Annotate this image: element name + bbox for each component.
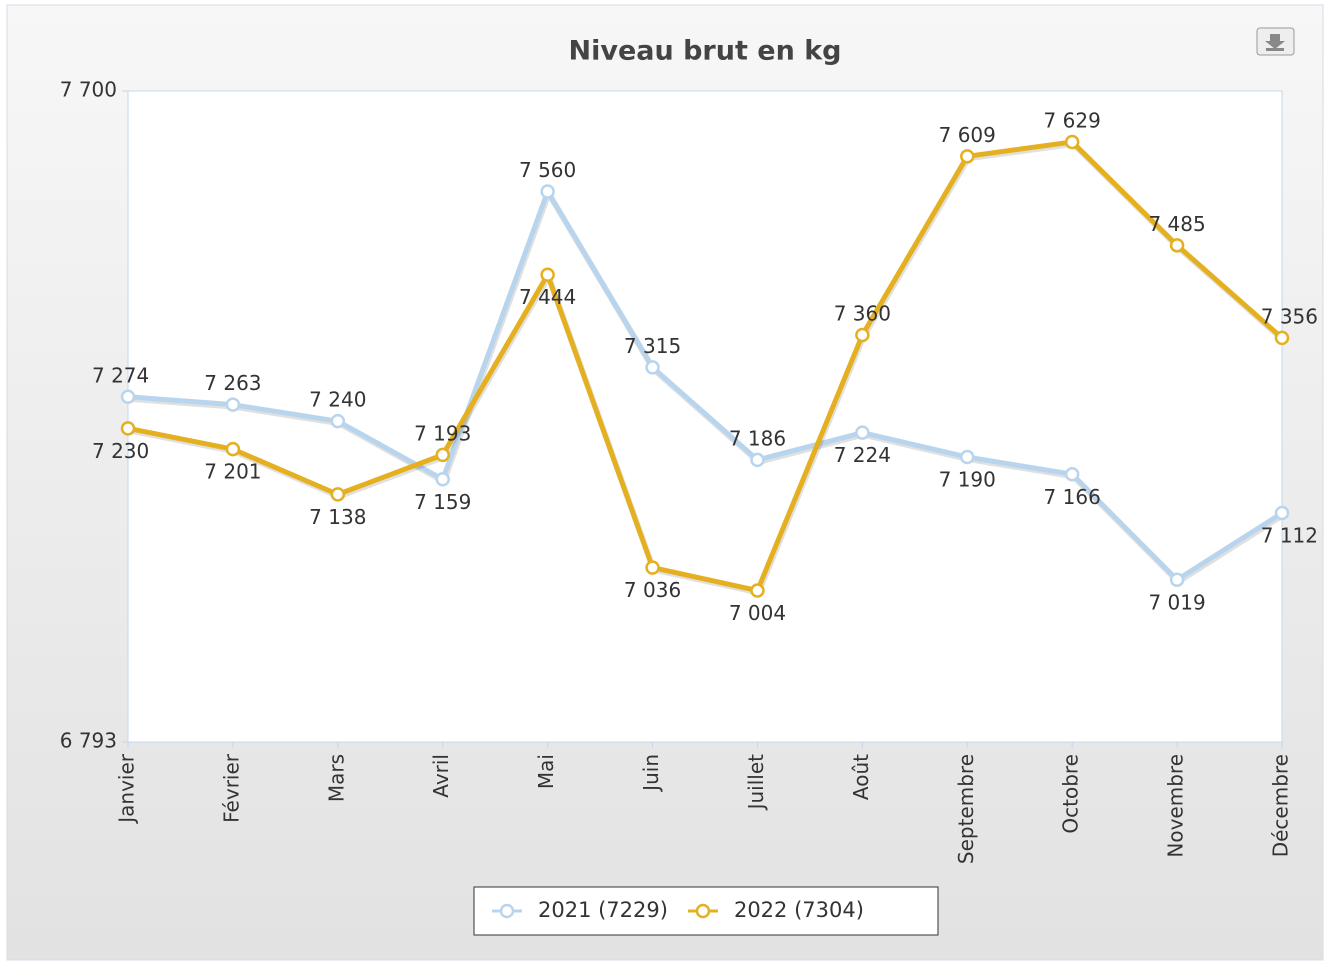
series-line: [127, 188, 1284, 583]
y-tick-label: 7 700: [60, 78, 117, 102]
data-label: 7 112: [1261, 524, 1318, 548]
data-label: 7 224: [834, 443, 891, 467]
data-label: 7 138: [309, 505, 366, 529]
point: [120, 389, 136, 405]
point: [855, 327, 870, 343]
data-label: 7 201: [204, 460, 261, 484]
legend-marker: [695, 903, 711, 919]
x-tick-label: Novembre: [1164, 754, 1188, 858]
x-tick-label: Février: [219, 753, 243, 823]
x-tick-label: Octobre: [1059, 754, 1083, 834]
point: [330, 413, 346, 429]
point: [1169, 572, 1185, 588]
data-label: 7 230: [92, 439, 149, 463]
point: [1064, 467, 1080, 482]
point: [750, 583, 765, 598]
x-tick-label: Avril: [429, 754, 453, 798]
x-tick-label: Juin: [639, 754, 663, 793]
point: [645, 360, 660, 375]
x-tick-label: Juillet: [744, 754, 768, 812]
legend-marker: [499, 903, 515, 919]
legend-label: 2022 (7304): [734, 898, 864, 922]
point: [540, 184, 555, 199]
data-label: 7 190: [939, 468, 996, 492]
series-line: [127, 139, 1284, 594]
data-label: 7 263: [204, 371, 261, 395]
point: [540, 267, 555, 282]
y-tick-label: 6 793: [60, 729, 117, 753]
data-label: 7 360: [834, 302, 891, 326]
point: [750, 452, 765, 468]
point: [120, 421, 136, 436]
point: [1274, 330, 1290, 346]
x-tick-label: Mai: [534, 754, 558, 789]
data-label: 7 159: [414, 490, 471, 514]
data-label: 7 274: [92, 363, 149, 387]
point: [960, 149, 975, 164]
point: [1274, 505, 1290, 521]
point: [435, 472, 450, 487]
data-label: 7 193: [414, 421, 471, 445]
chart-title: Niveau brut en kg: [569, 36, 842, 67]
x-tick-label: Septembre: [954, 754, 978, 864]
x-tick-label: Décembre: [1269, 754, 1293, 857]
data-label: 7 240: [309, 388, 366, 412]
data-label: 7 315: [624, 334, 681, 358]
x-tick-label: Janvier: [115, 753, 139, 825]
point: [225, 441, 241, 457]
data-label: 7 560: [519, 158, 576, 182]
point: [645, 560, 660, 575]
point: [435, 447, 450, 463]
data-label: 7 609: [939, 123, 996, 147]
data-label: 7 356: [1261, 304, 1318, 328]
data-label: 7 004: [729, 601, 786, 625]
x-tick-label: Août: [849, 754, 873, 800]
legend-label: 2021 (7229): [538, 898, 668, 922]
point: [330, 487, 346, 502]
point: [855, 425, 870, 440]
point: [225, 397, 241, 412]
data-label: 7 186: [729, 426, 786, 450]
data-label: 7 444: [519, 285, 576, 309]
data-label: 7 485: [1148, 212, 1205, 236]
data-label: 7 019: [1148, 590, 1205, 614]
legend: 2021 (7229) 2022 (7304): [473, 886, 939, 936]
x-tick-label: Mars: [324, 754, 348, 802]
point: [1169, 238, 1185, 253]
point: [960, 449, 975, 465]
data-label: 7 166: [1044, 485, 1101, 509]
download-button[interactable]: [1256, 27, 1295, 56]
point: [1064, 134, 1080, 150]
data-label: 7 629: [1044, 108, 1101, 132]
data-label: 7 036: [624, 578, 681, 602]
